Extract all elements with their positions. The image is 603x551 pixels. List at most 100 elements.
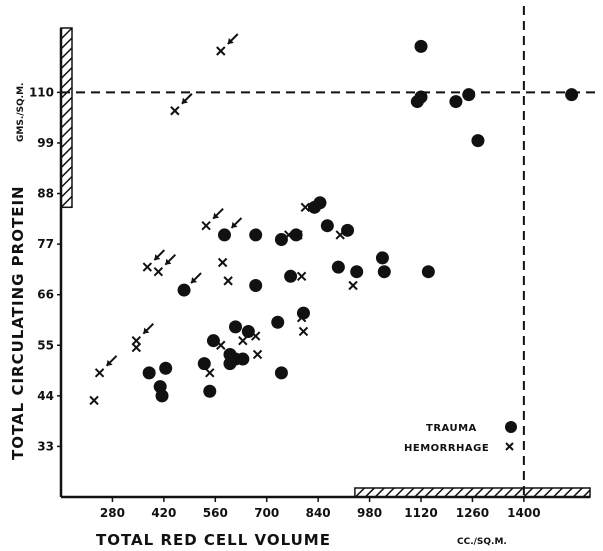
x-tick-label: 280 (100, 506, 125, 520)
point-trauma (271, 315, 285, 329)
point-hemorrhage (293, 230, 303, 240)
arrow-marker (227, 33, 239, 45)
point-trauma (241, 324, 255, 338)
y-axis-title: TOTAL CIRCULATING PROTEIN (9, 185, 27, 460)
y-tick-label: 77 (37, 237, 54, 251)
point-trauma (320, 219, 334, 233)
point-hemorrhage (298, 326, 309, 337)
legend: TRAUMA HEMORRHAGE (404, 421, 517, 454)
x-tick-label: 1400 (507, 506, 540, 520)
point-trauma (565, 88, 579, 102)
point-trauma (223, 357, 237, 371)
normal-range-bar-y (60, 27, 73, 209)
arrow-marker (230, 217, 243, 229)
point-trauma (155, 389, 169, 403)
arrow-marker (190, 272, 202, 284)
point-hemorrhage (94, 368, 105, 378)
point-hemorrhage (170, 106, 180, 116)
data-points (89, 39, 579, 406)
point-hemorrhage (153, 266, 164, 277)
point-trauma (203, 384, 217, 398)
point-hemorrhage (216, 46, 226, 56)
arrow-marker (153, 249, 166, 261)
reference-lines (61, 6, 600, 497)
point-trauma (307, 200, 321, 214)
point-hemorrhage (89, 395, 99, 406)
legend-marker-trauma (505, 421, 517, 433)
arrow-marker (164, 253, 177, 266)
point-trauma (375, 251, 389, 265)
point-trauma (377, 265, 391, 279)
point-trauma (249, 278, 263, 292)
point-hemorrhage (201, 221, 211, 231)
point-trauma (249, 228, 263, 242)
arrow-markers (105, 33, 243, 367)
legend-label-trauma: TRAUMA (426, 423, 477, 434)
point-trauma (228, 320, 242, 334)
point-trauma (410, 95, 424, 109)
point-hemorrhage (223, 276, 233, 286)
x-tick-label: 700 (254, 506, 279, 520)
normal-range-bar-x (354, 487, 591, 498)
arrow-marker (142, 322, 155, 335)
y-axis-unit: GMS./SQ.M. (16, 83, 26, 142)
point-trauma (217, 228, 231, 242)
point-hemorrhage (131, 335, 142, 346)
arrow-marker (212, 208, 224, 220)
point-trauma (350, 265, 364, 279)
y-tick-label: 110 (29, 85, 54, 99)
point-trauma (206, 334, 220, 348)
point-hemorrhage (348, 280, 358, 291)
point-hemorrhage (252, 349, 263, 360)
point-trauma (142, 366, 156, 380)
x-tick-label: 420 (151, 506, 176, 520)
point-hemorrhage (205, 368, 215, 378)
axes (59, 28, 590, 499)
y-tick-label: 88 (37, 187, 54, 201)
point-trauma (462, 88, 476, 102)
x-tick-label: 1120 (404, 506, 437, 520)
point-hemorrhage (300, 202, 311, 213)
point-trauma (289, 228, 303, 242)
point-hemorrhage (217, 257, 228, 268)
tick-labels: 280 420 560 700 840 980 1120 1260 1400 33 44 55 66 77… (29, 85, 541, 520)
x-axis-unit: CC./SQ.M. (457, 537, 507, 547)
y-tick-label: 66 (37, 288, 54, 302)
point-trauma (236, 352, 250, 366)
point-trauma (284, 269, 298, 283)
point-trauma (274, 366, 288, 380)
point-trauma (331, 260, 345, 274)
y-tick-label: 33 (37, 439, 54, 453)
point-hemorrhage (142, 262, 153, 272)
point-hemorrhage (284, 230, 294, 240)
point-trauma (159, 361, 173, 375)
y-tick-label: 55 (37, 338, 54, 352)
x-tick-label: 560 (203, 506, 228, 520)
x-axis-title: TOTAL RED CELL VOLUME (96, 531, 331, 549)
legend-label-hemorrhage: HEMORRHAGE (404, 443, 489, 454)
point-trauma (274, 233, 288, 247)
arrow-marker (105, 355, 118, 367)
legend-marker-hemorrhage (505, 442, 514, 451)
point-trauma (197, 357, 211, 371)
point-trauma (296, 306, 310, 320)
point-hemorrhage (216, 340, 226, 350)
y-tick-label: 44 (37, 389, 54, 403)
point-trauma (177, 283, 191, 297)
point-hemorrhage (296, 271, 307, 282)
point-hemorrhage (131, 342, 142, 353)
x-tick-label: 840 (306, 506, 331, 520)
point-hemorrhage (335, 230, 345, 240)
point-trauma (421, 265, 435, 279)
point-hemorrhage (296, 312, 307, 323)
x-tick-label: 1260 (456, 506, 489, 520)
point-trauma (449, 95, 463, 109)
x-tick-label: 980 (357, 506, 382, 520)
point-hemorrhage (238, 335, 248, 346)
point-hemorrhage (250, 331, 261, 341)
point-trauma (471, 134, 485, 148)
point-trauma (414, 39, 428, 53)
arrow-marker (181, 93, 193, 105)
y-tick-label: 99 (37, 136, 54, 150)
